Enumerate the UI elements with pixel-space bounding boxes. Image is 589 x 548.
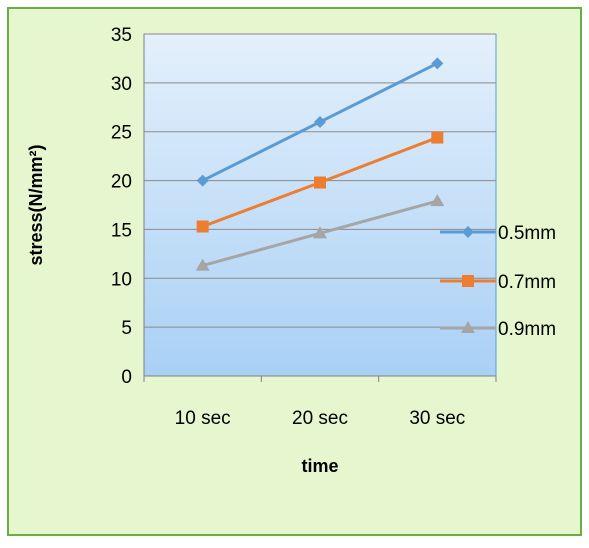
data-point bbox=[314, 115, 326, 128]
x-tick-label: 30 sec bbox=[409, 408, 465, 429]
y-tick-label: 15 bbox=[111, 220, 132, 241]
data-point bbox=[430, 194, 445, 207]
data-point bbox=[196, 220, 209, 233]
series-markers bbox=[195, 57, 445, 271]
legend-label: 0.9mm bbox=[498, 319, 556, 340]
y-tick-label: 10 bbox=[111, 269, 132, 290]
y-tick-labels: 0 5 10 15 20 25 30 35 bbox=[111, 25, 132, 388]
legend-marker bbox=[462, 275, 474, 287]
legend-marker bbox=[461, 321, 475, 333]
data-point bbox=[431, 131, 444, 144]
y-tick-label: 30 bbox=[111, 74, 132, 95]
x-axis-title: time bbox=[301, 456, 338, 476]
data-point bbox=[195, 258, 210, 271]
y-tick-label: 0 bbox=[121, 367, 132, 388]
x-tick-labels: 10 sec 20 sec 30 sec bbox=[175, 408, 466, 429]
y-tick-label: 5 bbox=[121, 318, 132, 339]
legend-label: 0.7mm bbox=[498, 272, 556, 293]
legend-label: 0.5mm bbox=[498, 223, 556, 244]
data-point bbox=[431, 57, 444, 70]
y-tick-label: 20 bbox=[111, 172, 132, 193]
y-tick-label: 25 bbox=[111, 123, 132, 144]
x-tick-label: 20 sec bbox=[292, 408, 348, 429]
data-point bbox=[196, 174, 209, 187]
legend: 0.5mm 0.7mm 0.9mm bbox=[440, 223, 556, 340]
y-axis-title: stress(N/mm²) bbox=[26, 144, 46, 265]
axes bbox=[143, 34, 497, 382]
data-point bbox=[313, 226, 327, 239]
data-point bbox=[314, 176, 326, 189]
y-tick-label: 35 bbox=[111, 25, 132, 46]
x-tick-label: 10 sec bbox=[175, 408, 231, 429]
legend-marker bbox=[462, 226, 474, 238]
